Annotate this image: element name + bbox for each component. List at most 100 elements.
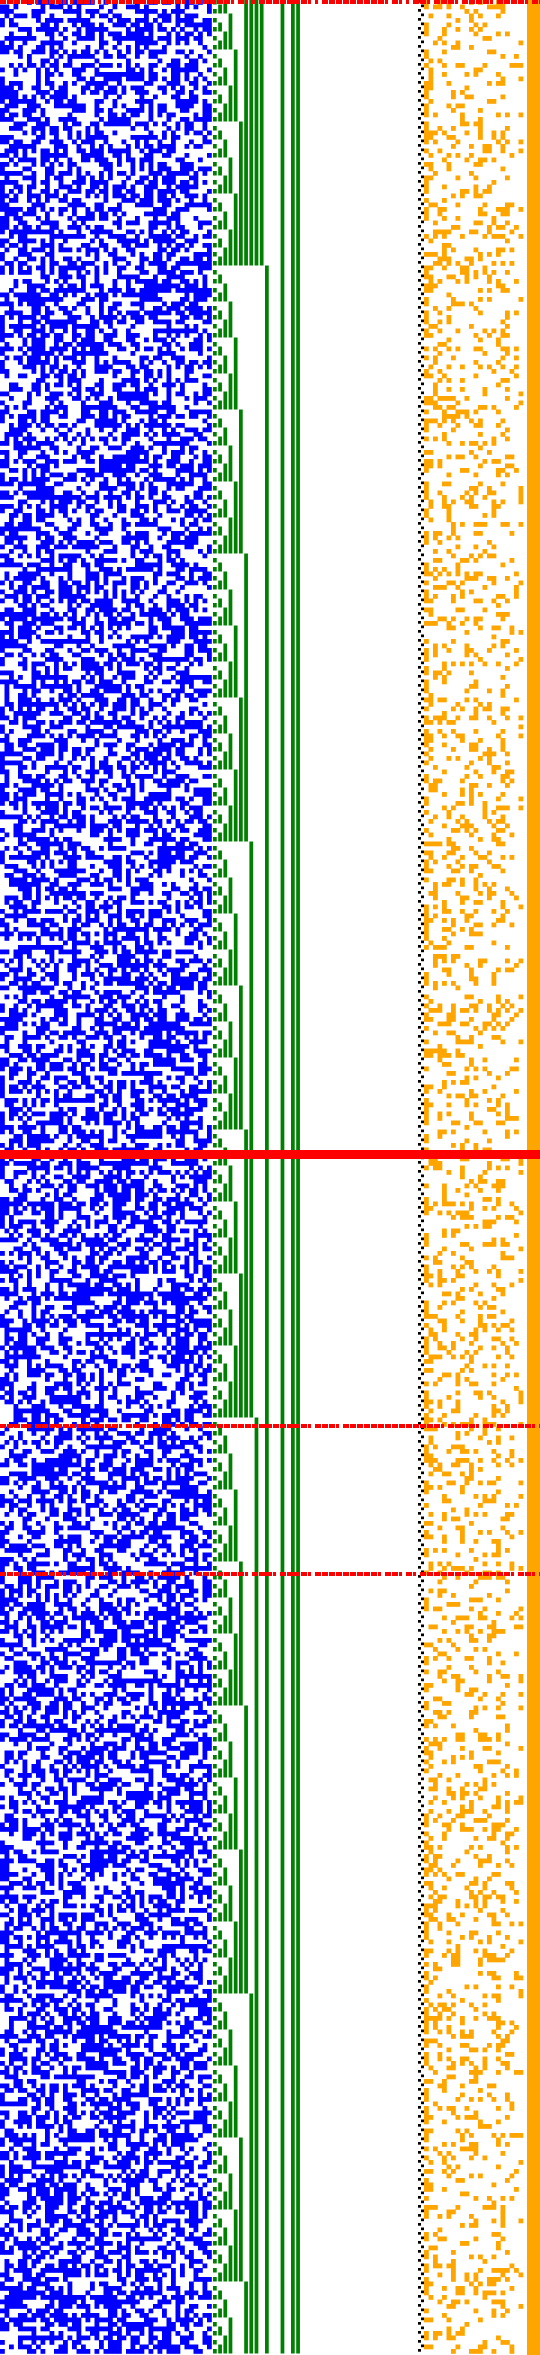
- noise-cell: [36, 828, 41, 833]
- noise-cell: [139, 396, 145, 401]
- noise-cell: [184, 238, 190, 244]
- noise-cell: [180, 504, 185, 509]
- noise-cell: [22, 594, 28, 599]
- noise-cell: [36, 292, 41, 298]
- noise-cell: [153, 625, 158, 631]
- noise-cell: [40, 810, 46, 815]
- noise-cell: [40, 859, 46, 865]
- noise-cell: [135, 391, 140, 397]
- noise-cell: [90, 445, 95, 451]
- noise-cell: [126, 148, 131, 154]
- noise-cell: [189, 675, 194, 680]
- noise-cell: [207, 261, 212, 266]
- noise-cell: [49, 589, 55, 595]
- noise-cell: [157, 234, 163, 239]
- noise-cell: [121, 607, 127, 613]
- noise-cell: [58, 405, 64, 410]
- noise-cell: [171, 148, 176, 154]
- noise-cell: [99, 531, 104, 536]
- noise-cell: [144, 144, 149, 149]
- noise-cell: [49, 193, 55, 199]
- noise-cell: [72, 553, 77, 559]
- noise-cell: [9, 99, 14, 104]
- noise-cell: [193, 814, 199, 820]
- noise-cell: [108, 720, 113, 725]
- noise-cell: [85, 310, 91, 316]
- noise-cell: [9, 513, 14, 518]
- noise-cell: [153, 769, 158, 775]
- noise-cell: [22, 576, 28, 581]
- noise-cell: [144, 648, 149, 653]
- noise-cell: [40, 360, 46, 365]
- noise-cell: [144, 243, 149, 248]
- noise-cell: [63, 288, 68, 293]
- noise-cell: [108, 846, 113, 851]
- noise-cell: [49, 486, 55, 491]
- noise-cell: [54, 355, 59, 361]
- noise-cell: [22, 175, 28, 181]
- noise-cell: [166, 252, 172, 257]
- noise-cell: [36, 594, 41, 599]
- noise-cell: [126, 76, 131, 82]
- noise-cell: [67, 927, 73, 932]
- noise-cell: [108, 922, 113, 928]
- noise-cell: [157, 252, 163, 257]
- noise-cell: [4, 900, 10, 905]
- noise-cell: [0, 472, 5, 478]
- noise-cell: [162, 625, 167, 631]
- noise-cell: [126, 715, 131, 721]
- noise-cell: [99, 553, 104, 559]
- noise-cell: [148, 81, 154, 86]
- noise-cell: [193, 810, 199, 815]
- noise-cell: [135, 121, 140, 127]
- noise-cell: [175, 540, 181, 545]
- noise-cell: [202, 774, 208, 779]
- noise-cell: [184, 207, 190, 212]
- noise-cell: [31, 171, 37, 176]
- noise-cell: [198, 490, 203, 496]
- noise-cell: [99, 346, 104, 352]
- noise-cell: [76, 67, 82, 73]
- noise-cell: [67, 801, 73, 806]
- noise-cell: [9, 904, 14, 910]
- noise-cell: [144, 81, 149, 86]
- noise-cell: [45, 27, 50, 32]
- noise-cell: [36, 0, 41, 5]
- noise-cell: [40, 675, 46, 680]
- noise-cell: [90, 873, 95, 878]
- noise-cell: [0, 909, 5, 914]
- noise-cell: [121, 756, 127, 761]
- noise-cell: [99, 630, 104, 635]
- noise-cell: [144, 477, 149, 482]
- noise-cell: [4, 103, 10, 109]
- noise-cell: [117, 688, 122, 694]
- noise-cell: [22, 868, 28, 874]
- noise-cell: [90, 688, 95, 694]
- noise-cell: [117, 472, 122, 478]
- noise-cell: [4, 733, 10, 739]
- noise-cell: [175, 535, 181, 541]
- noise-cell: [67, 666, 73, 671]
- noise-cell: [54, 126, 59, 131]
- noise-cell: [139, 18, 145, 23]
- noise-cell: [198, 576, 203, 581]
- noise-cell: [22, 342, 28, 347]
- noise-cell: [130, 841, 136, 847]
- noise-cell: [67, 4, 73, 10]
- noise-cell: [94, 256, 100, 262]
- noise-cell: [54, 391, 59, 397]
- noise-cell: [54, 301, 59, 307]
- noise-cell: [180, 922, 185, 928]
- noise-cell: [4, 931, 10, 937]
- noise-cell: [202, 571, 208, 577]
- noise-cell: [180, 441, 185, 446]
- noise-cell: [175, 441, 181, 446]
- noise-cell: [31, 900, 37, 905]
- noise-cell: [162, 859, 167, 865]
- noise-cell: [207, 252, 212, 257]
- noise-cell: [166, 346, 172, 352]
- noise-cell: [166, 729, 172, 734]
- noise-cell: [144, 553, 149, 559]
- noise-cell: [135, 702, 140, 707]
- noise-cell: [94, 274, 100, 280]
